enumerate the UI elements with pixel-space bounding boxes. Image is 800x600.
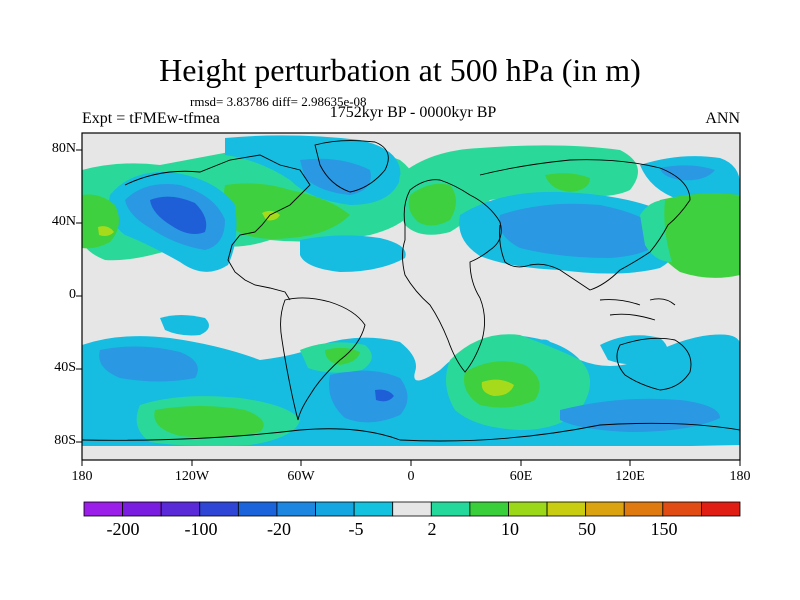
tropics-lightblue-pacific — [160, 315, 209, 336]
lon-tick-60w: 60W — [287, 469, 315, 484]
colorbar-swatch — [237, 501, 278, 517]
colorbar-swatch — [623, 501, 664, 517]
colorbar-swatch — [469, 501, 509, 517]
coast-europe-africa — [402, 179, 502, 373]
colorbar-label: 10 — [501, 519, 519, 539]
lat-tick-0: 0 — [69, 287, 76, 302]
sh-green-core-south-pacific — [154, 406, 264, 438]
colorbar-swatch — [122, 501, 162, 517]
sh-green-core-south-america — [325, 347, 360, 365]
colorbar-label: 2 — [427, 519, 437, 539]
coast-southeast-asia-islands — [599, 298, 676, 321]
coastlines — [82, 140, 740, 442]
nh-green-siberia — [545, 173, 590, 192]
nh-midblue-greenland — [300, 158, 371, 195]
lat-tick-80n: 80N — [51, 141, 76, 156]
antarctic-neutral-band — [82, 446, 740, 460]
coast-antarctica — [82, 422, 740, 442]
colorbar-swatch — [662, 501, 702, 517]
colorbar-swatch — [315, 501, 355, 517]
lon-tick-120w: 120W — [174, 469, 210, 484]
sh-yellow-indian-ocean — [481, 379, 514, 396]
nh-green-europe — [398, 145, 638, 235]
coast-greenland — [314, 140, 389, 193]
sh-midblue-south-pacific — [99, 346, 198, 382]
colorbar-swatch — [585, 501, 625, 517]
lon-tick-0: 0 — [407, 469, 415, 484]
colorbar — [83, 501, 741, 517]
experiment-label: Expt = tFMEw-tfmea — [82, 110, 220, 127]
lat-tick-40s: 40S — [54, 360, 76, 375]
colorbar-label: -5 — [348, 519, 364, 539]
lat-tick-40n: 40N — [51, 214, 76, 229]
map-title: Height perturbation at 500 hPa (in m) — [159, 52, 641, 88]
nh-green-core-europe — [408, 183, 456, 226]
coast-north-america — [124, 154, 311, 301]
lon-tick-180w: 180 — [71, 469, 93, 484]
coast-australia — [616, 337, 692, 391]
lon-tick-60e: 60E — [509, 469, 533, 484]
colorbar-label: 150 — [650, 519, 678, 539]
coast-asia — [479, 159, 691, 291]
lon-tick-120e: 120E — [615, 469, 645, 484]
colorbar-swatch — [508, 501, 548, 517]
colorbar-swatch — [160, 501, 201, 517]
season-label: ANN — [705, 110, 740, 127]
lon-tick-180e: 180 — [729, 469, 751, 484]
nh-yellow-west-edge — [98, 226, 114, 236]
contour-fill-layer — [82, 135, 740, 460]
colorbar-swatch — [546, 501, 587, 517]
axis-ticks — [76, 149, 741, 466]
nh-midblue-ne-pacific — [660, 165, 715, 181]
colorbar-label: -100 — [184, 519, 218, 539]
colorbar-swatch — [83, 501, 123, 517]
colorbar-swatch — [392, 501, 432, 517]
colorbar-swatch — [276, 501, 316, 517]
sh-darkblue-south-atlantic — [375, 389, 394, 402]
coast-south-america — [280, 297, 366, 421]
nh-midblue-asia — [499, 203, 665, 258]
colorbar-label: -20 — [267, 519, 291, 539]
period-label: 1752kyr BP - 0000kyr BP — [329, 104, 497, 121]
colorbar-swatch — [199, 501, 239, 517]
nh-lightgreen-east-edge — [640, 200, 672, 262]
colorbar-label: -200 — [106, 519, 140, 539]
nh-yellow-green-spot — [262, 210, 280, 221]
nh-green-core-atlantic — [223, 183, 350, 239]
lat-tick-80s: 80S — [54, 433, 76, 448]
rmsd-diff-stats: rmsd= 3.83786 diff= 2.98635e-08 — [190, 94, 367, 109]
nh-green-east-edge — [650, 193, 740, 278]
colorbar-label: 50 — [578, 519, 596, 539]
nh-darkblue-pacific — [150, 196, 207, 234]
nh-lightblue-atlantic — [300, 235, 406, 272]
sh-midblue-south-atlantic — [329, 370, 408, 423]
colorbar-swatch — [430, 501, 471, 517]
colorbar-swatch — [701, 501, 741, 517]
colorbar-swatch — [353, 501, 394, 517]
